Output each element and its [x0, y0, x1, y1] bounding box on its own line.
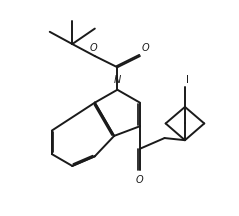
Text: O: O — [89, 43, 97, 53]
Text: I: I — [186, 75, 189, 85]
Text: O: O — [136, 175, 144, 185]
Text: N: N — [114, 75, 121, 85]
Text: O: O — [141, 43, 149, 54]
